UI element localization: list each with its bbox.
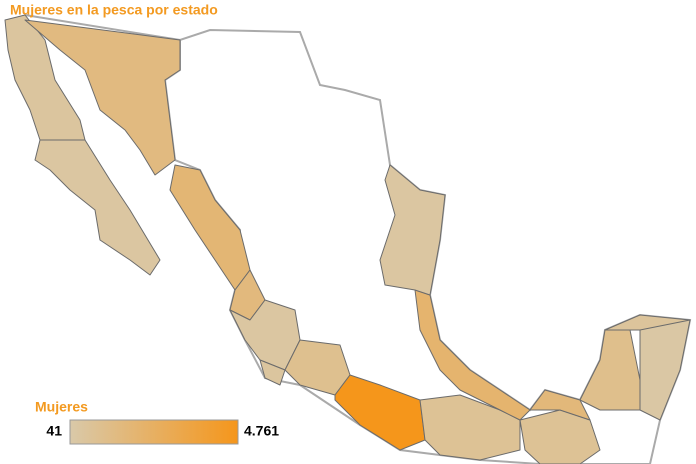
- legend-title: Mujeres: [35, 399, 88, 415]
- state: [579, 329, 641, 411]
- state: [414, 289, 531, 421]
- state: [259, 359, 286, 386]
- chart-title: Mujeres en la pesca por estado: [10, 2, 218, 18]
- state: [34, 139, 161, 276]
- state: [639, 319, 691, 421]
- legend-bar: [69, 419, 239, 445]
- legend-label: 41: [46, 423, 62, 439]
- legend-label: 4.761: [244, 423, 279, 439]
- state: [24, 19, 181, 176]
- state: [379, 164, 446, 296]
- state: [529, 389, 591, 421]
